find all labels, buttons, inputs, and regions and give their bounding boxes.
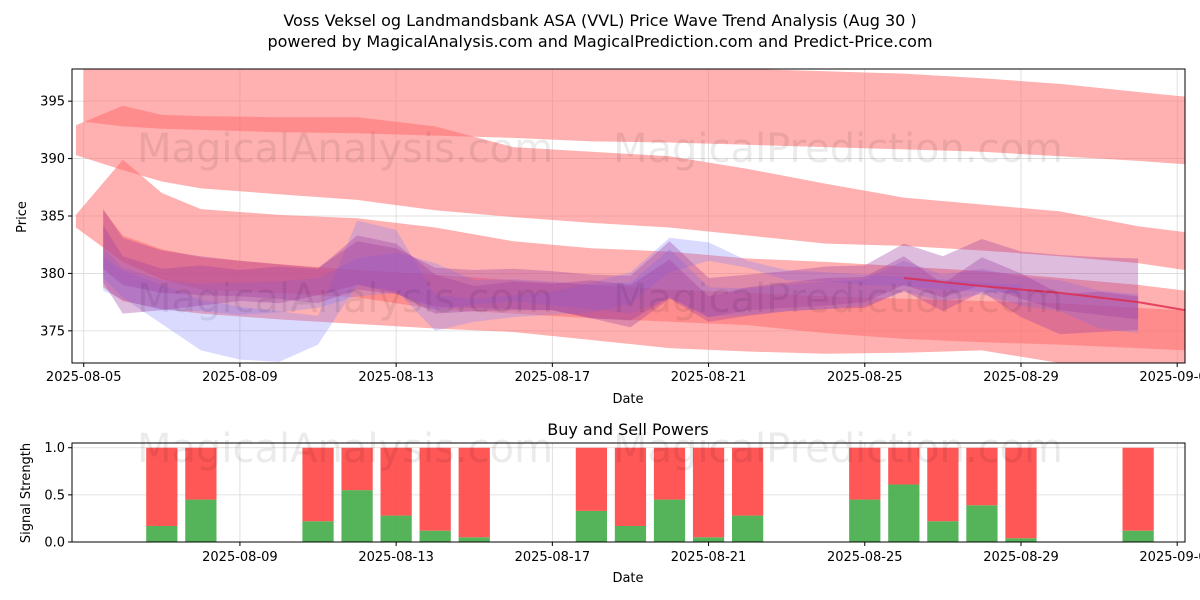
main-plot-area [75,69,1185,363]
bar-chart-title: Buy and Sell Powers [547,420,709,439]
main-x-tick-label: 2025-08-05 [46,370,122,385]
buy-bar [458,537,490,542]
watermark-analysis: MagicalAnalysis.com [137,126,553,172]
sell-bar [731,447,764,516]
main-y-tick-label: 385 [40,210,65,225]
bar-y-axis: 0.0 0.5 1.0 [44,441,72,551]
bar-y-tick-label: 0.5 [44,488,65,503]
buy-bar [1005,538,1037,542]
sell-bar [927,447,959,522]
main-y-tick-label: 375 [40,324,65,339]
bar-x-tick-label: 2025-08-21 [671,550,747,565]
watermark-prediction: MagicalPrediction.com [613,126,1063,172]
buy-bar [927,521,959,542]
main-y-axis: 375 380 385 390 395 [40,95,72,339]
main-y-tick-label: 380 [40,267,65,282]
wave-band-red-wave-low [103,210,1185,363]
buy-bar [653,499,686,542]
buy-bar [185,499,217,542]
sell-bar [1122,447,1154,531]
bar-x-tick-label: 2025-09-01 [1139,550,1200,565]
chart-title-line2: powered by MagicalAnalysis.com and Magic… [267,32,932,51]
trend-line [903,277,1185,312]
sell-bar [380,447,412,516]
buy-bar [888,484,920,542]
buy-bar [849,499,881,542]
bar-plot-area [146,447,1154,542]
buy-bar [575,510,608,542]
sell-bar [419,447,451,531]
bar-y-tick-label: 1.0 [44,441,65,456]
sell-bar [888,447,920,485]
main-x-tick-label: 2025-09-01 [1139,370,1200,385]
sell-bar [1005,447,1037,539]
bar-watermark-prediction: MagicalPrediction.com [613,426,1063,472]
bar-x-tick-label: 2025-08-25 [827,550,903,565]
wave-band-purple-wave-2 [103,209,1139,321]
bar-x-axis-label: Date [612,571,643,586]
main-y-tick-label: 390 [40,152,65,167]
buy-bar [302,521,334,542]
main-x-tick-label: 2025-08-21 [671,370,747,385]
main-watermark: MagicalAnalysis.com MagicalPrediction.co… [137,126,1063,322]
main-x-tick-label: 2025-08-09 [202,370,278,385]
buy-bar [146,525,178,542]
watermark-prediction-2: MagicalPrediction.com [613,276,1063,322]
buy-bar [966,505,998,542]
buy-bar [419,530,451,542]
buy-bar [692,537,725,542]
sell-bar [341,447,373,491]
main-x-axis-label: Date [612,392,643,407]
sell-bar [692,447,725,538]
sell-bar [614,447,647,526]
main-x-tick-label: 2025-08-29 [983,370,1059,385]
bar-x-tick-label: 2025-08-17 [515,550,591,565]
bar-x-tick-label: 2025-08-13 [358,550,434,565]
sell-bar [185,447,217,500]
bar-y-tick-label: 0.0 [44,536,65,551]
sell-bar [458,447,490,538]
wave-band-red-wave-upper [83,69,1185,165]
main-x-tick-label: 2025-08-13 [358,370,434,385]
bar-watermark-analysis: MagicalAnalysis.com [137,426,553,472]
bar-x-tick-label: 2025-08-09 [202,550,278,565]
bar-plot-frame [71,442,1186,543]
watermark-analysis-2: MagicalAnalysis.com [137,276,553,322]
sell-bar [653,447,686,500]
wave-band-purple-wave-1 [103,225,1139,335]
bar-x-axis: 2025-08-09 2025-08-13 2025-08-17 2025-08-21… [202,542,1200,565]
sell-bar [146,447,178,526]
sell-bar [966,447,998,506]
chart-title-line1: Voss Veksel og Landmandsbank ASA (VVL) P… [283,11,916,30]
main-x-tick-label: 2025-08-25 [827,370,903,385]
sell-bar [302,447,334,522]
buy-bar [380,515,412,542]
main-x-axis: 2025-08-05 2025-08-09 2025-08-13 2025-08-17… [46,363,1200,385]
wave-band-red-wave-high [75,105,1185,270]
bar-watermark: MagicalAnalysis.com MagicalPrediction.co… [137,426,1063,472]
buy-bar [1122,530,1154,542]
wave-band-blue-wave-1 [103,220,1021,362]
main-y-axis-label: Price [15,201,30,233]
bar-y-axis-label: Signal Strength [19,443,34,543]
sell-bar [849,447,881,500]
wave-band-blue-wave-2 [103,248,1139,334]
sell-bar [575,447,608,511]
buy-bar [614,525,647,542]
buy-bar [341,490,373,542]
main-y-tick-label: 395 [40,95,65,110]
main-x-tick-label: 2025-08-17 [515,370,591,385]
buy-bar [731,515,764,542]
bar-x-tick-label: 2025-08-29 [983,550,1059,565]
